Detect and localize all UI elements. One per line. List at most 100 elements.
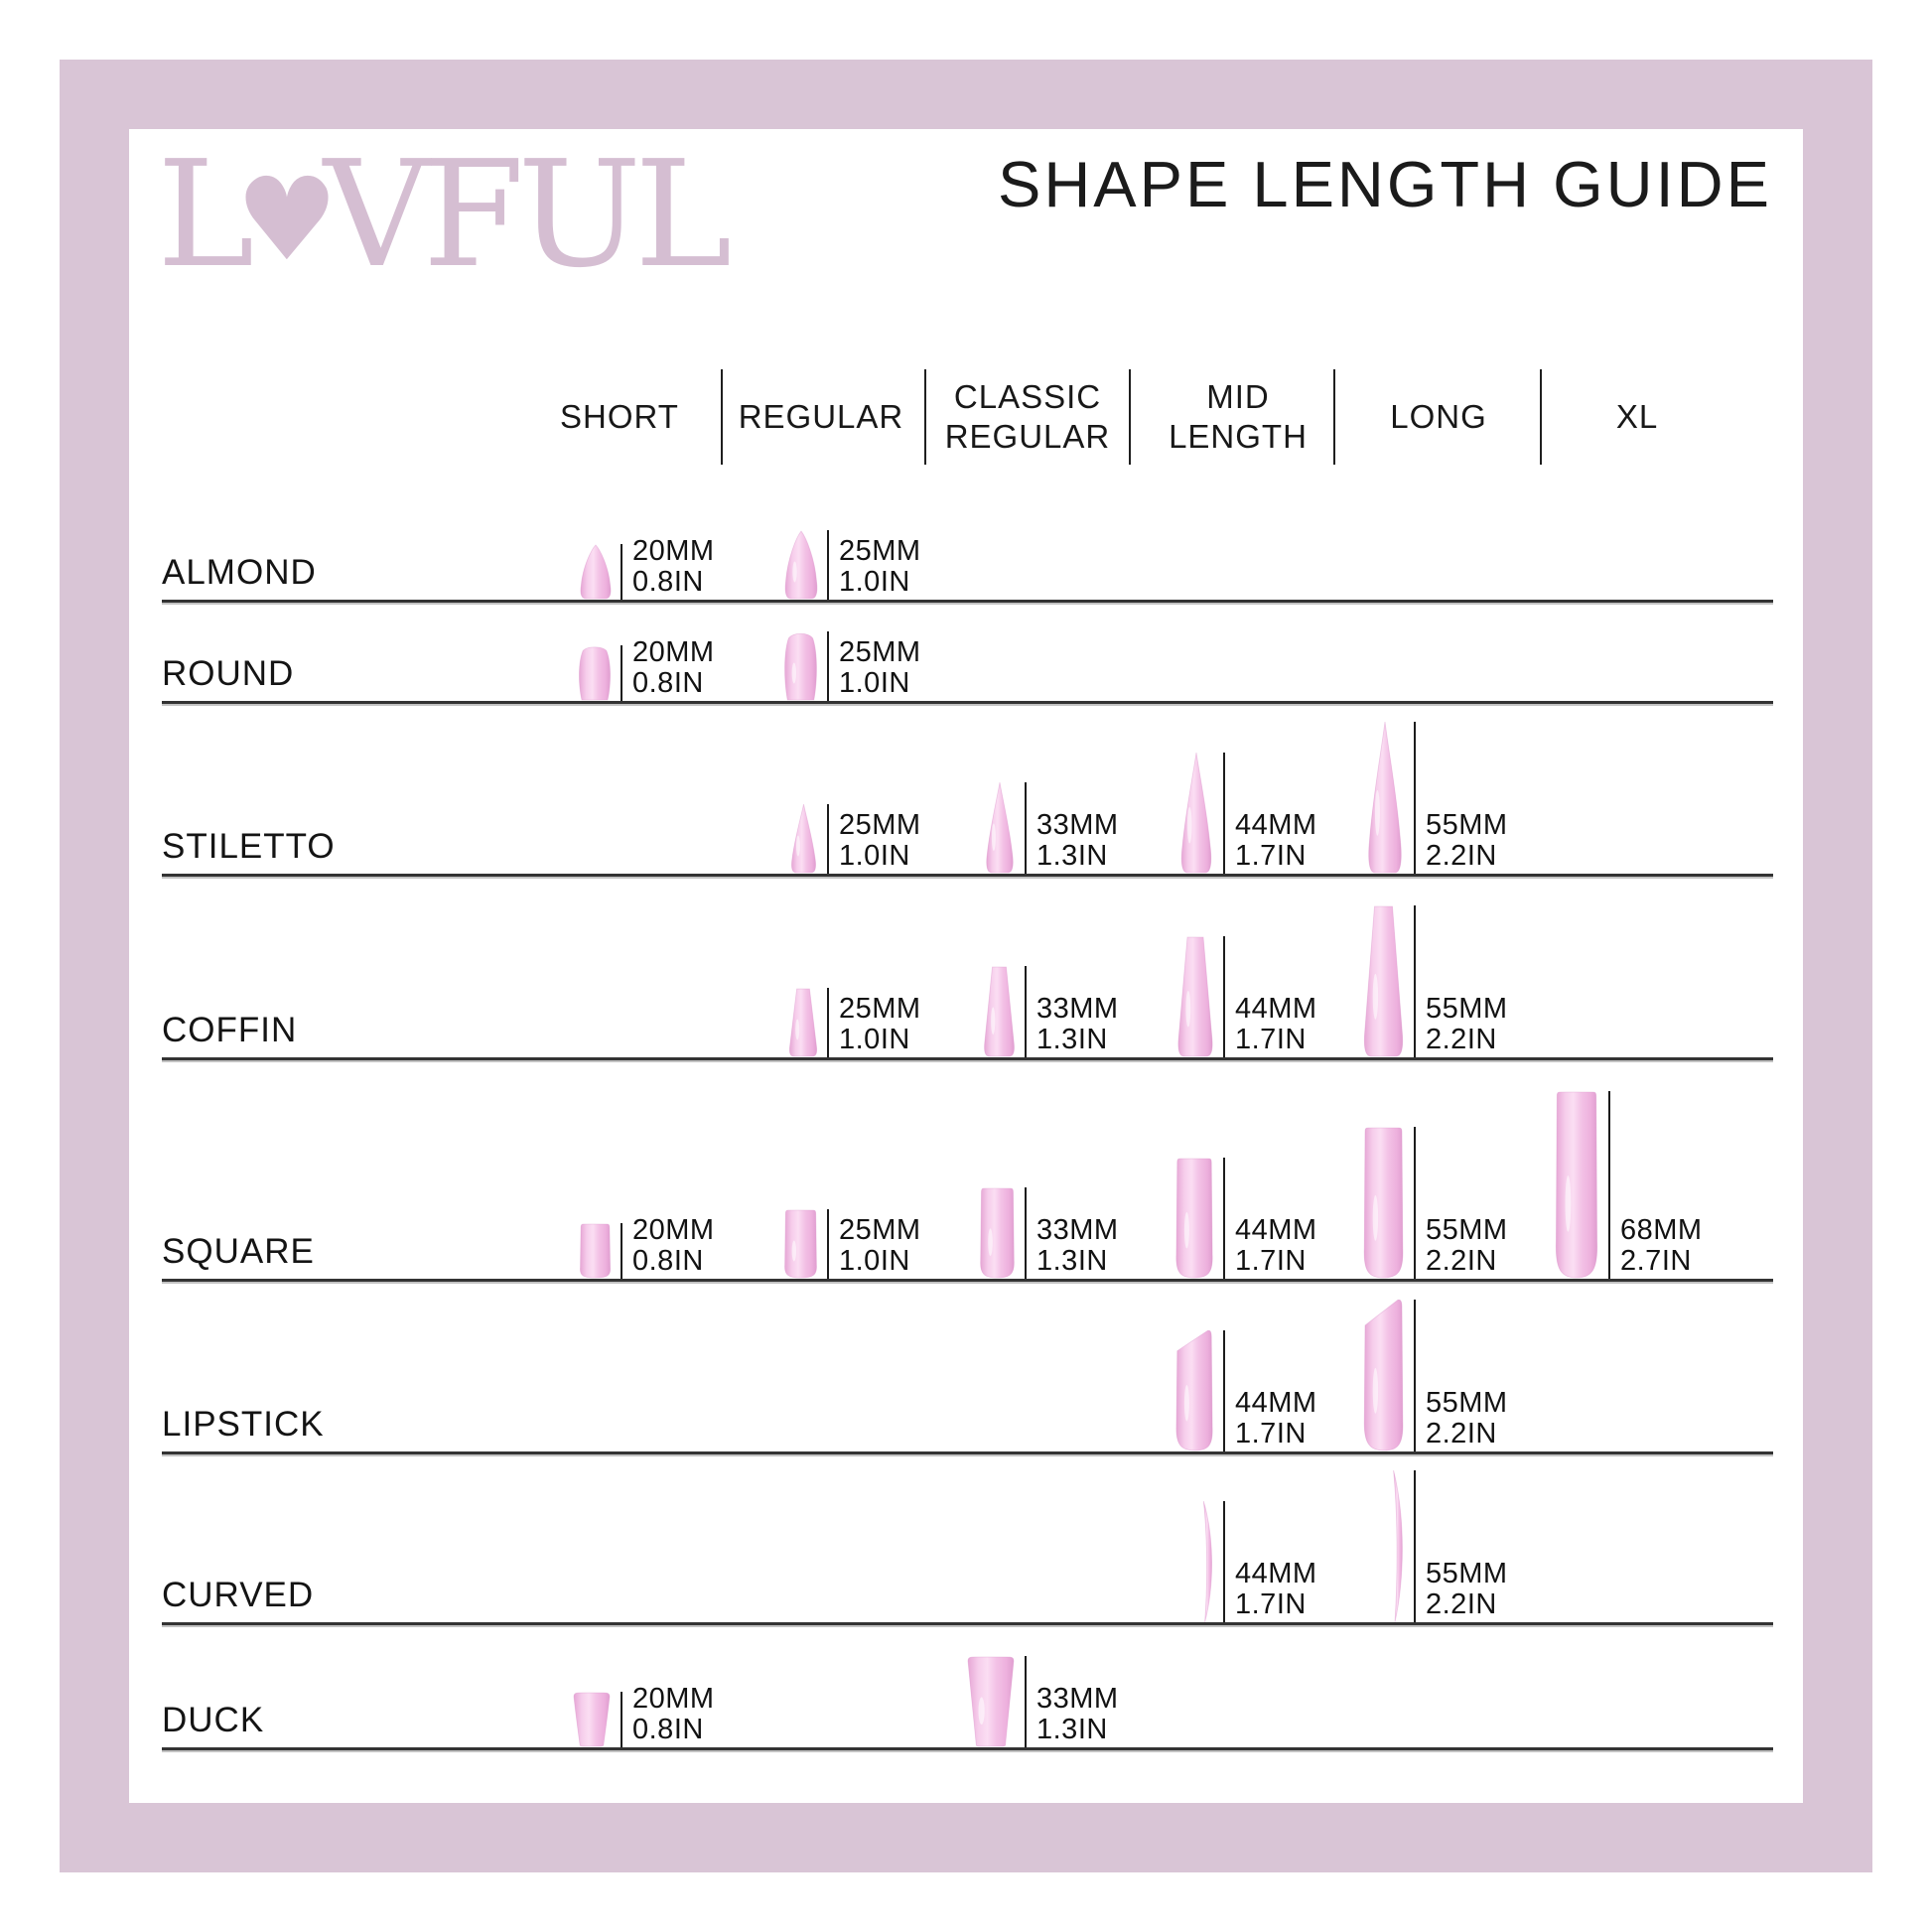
header-divider [1333, 369, 1335, 465]
in-value: 1.3IN [1036, 1024, 1108, 1055]
nail-round-short [579, 646, 611, 701]
column-header-text: CLASSIC [953, 378, 1102, 415]
row-label: ROUND [162, 654, 295, 693]
nail-curved-mid-length [1202, 1501, 1212, 1622]
mm-value: 55MM [1426, 993, 1508, 1025]
measurement-coffin-regular: 25MM 1.0IN [839, 994, 921, 1055]
in-value: 1.3IN [1036, 1245, 1108, 1277]
measurement-curved-long: 55MM 2.2IN [1426, 1559, 1508, 1620]
measure-line [827, 631, 829, 701]
column-header-text: SHORT [560, 398, 679, 435]
in-value: 1.0IN [839, 1245, 910, 1277]
mm-value: 20MM [632, 535, 715, 567]
nail-square-regular [784, 1209, 817, 1279]
mm-value: 25MM [839, 993, 921, 1025]
in-value: 0.8IN [632, 1245, 704, 1277]
in-value: 1.7IN [1235, 1418, 1307, 1449]
in-value: 2.7IN [1620, 1245, 1692, 1277]
row-rule [162, 701, 1773, 704]
mm-value: 55MM [1426, 1558, 1508, 1589]
nail-duck-short [573, 1692, 611, 1747]
mm-value: 68MM [1620, 1214, 1703, 1246]
measurement-square-short: 20MM 0.8IN [632, 1215, 715, 1277]
row-label: CURVED [162, 1576, 315, 1614]
measurement-lipstick-long: 55MM 2.2IN [1426, 1388, 1508, 1449]
column-header-text: MID [1206, 378, 1270, 415]
nail-almond-short [580, 544, 612, 600]
measurement-round-regular: 25MM 1.0IN [839, 637, 921, 699]
nail-square-mid-length [1175, 1158, 1213, 1279]
row-rule [162, 1057, 1773, 1060]
header-divider [1540, 369, 1542, 465]
row-rule [162, 1747, 1773, 1750]
mm-value: 44MM [1235, 809, 1317, 841]
nail-square-short [580, 1223, 612, 1279]
in-value: 1.0IN [839, 566, 910, 598]
poster-border-frame [60, 60, 1872, 1872]
measurement-square-classic-regular: 33MM 1.3IN [1036, 1215, 1119, 1277]
nail-square-long [1363, 1127, 1404, 1279]
measurement-duck-short: 20MM 0.8IN [632, 1684, 715, 1745]
measurement-stiletto-regular: 25MM 1.0IN [839, 810, 921, 872]
measurement-round-short: 20MM 0.8IN [632, 637, 715, 699]
nail-almond-regular [784, 530, 818, 600]
logo-letters-vful: VFUL [323, 129, 733, 300]
mm-value: 25MM [839, 1214, 921, 1246]
column-header-xl: XL [1518, 367, 1756, 467]
nail-coffin-mid-length [1177, 936, 1213, 1057]
in-value: 1.0IN [839, 840, 910, 872]
mm-value: 33MM [1036, 993, 1119, 1025]
measure-line [1025, 782, 1027, 874]
mm-value: 20MM [632, 1683, 715, 1715]
measure-line [621, 1692, 622, 1747]
header-divider [721, 369, 723, 465]
in-value: 0.8IN [632, 566, 704, 598]
nail-coffin-classic-regular [984, 966, 1015, 1057]
nail-lipstick-long [1363, 1300, 1404, 1451]
mm-value: 25MM [839, 809, 921, 841]
measure-line [1223, 1158, 1225, 1279]
in-value: 1.7IN [1235, 840, 1307, 872]
brand-logo: L♥VFUL [157, 115, 733, 324]
in-value: 1.7IN [1235, 1588, 1307, 1620]
measure-line [1025, 1656, 1027, 1747]
in-value: 2.2IN [1426, 840, 1497, 872]
measurement-coffin-mid-length: 44MM 1.7IN [1235, 994, 1317, 1055]
measure-line [1025, 966, 1027, 1057]
measure-line [1414, 905, 1416, 1057]
nail-stiletto-regular [791, 804, 816, 874]
measure-line [1025, 1187, 1027, 1279]
in-value: 2.2IN [1426, 1588, 1497, 1620]
measurement-stiletto-mid-length: 44MM 1.7IN [1235, 810, 1317, 872]
measure-line [1223, 936, 1225, 1057]
row-rule [162, 874, 1773, 877]
measure-line [827, 988, 829, 1057]
row-rule [162, 1622, 1773, 1625]
measure-line [827, 1209, 829, 1279]
nail-stiletto-long [1368, 722, 1402, 874]
mm-value: 25MM [839, 636, 921, 668]
measurement-stiletto-classic-regular: 33MM 1.3IN [1036, 810, 1119, 872]
measurement-coffin-classic-regular: 33MM 1.3IN [1036, 994, 1119, 1055]
column-header-text: LONG [1390, 398, 1487, 435]
measure-line [1608, 1091, 1610, 1279]
column-header-classic-regular: CLASSIC REGULAR [908, 367, 1147, 467]
nail-curved-long [1393, 1470, 1403, 1622]
row-label: STILETTO [162, 827, 336, 866]
measure-line [1223, 1501, 1225, 1622]
mm-value: 33MM [1036, 1214, 1119, 1246]
measurement-almond-short: 20MM 0.8IN [632, 536, 715, 598]
measure-line [1414, 1470, 1416, 1622]
measure-line [827, 530, 829, 600]
measurement-stiletto-long: 55MM 2.2IN [1426, 810, 1508, 872]
in-value: 1.0IN [839, 667, 910, 699]
measure-line [621, 645, 622, 701]
nail-square-classic-regular [980, 1187, 1015, 1279]
column-header-mid-length: MID LENGTH [1119, 367, 1357, 467]
measurement-coffin-long: 55MM 2.2IN [1426, 994, 1508, 1055]
mm-value: 44MM [1235, 993, 1317, 1025]
in-value: 2.2IN [1426, 1245, 1497, 1277]
nail-stiletto-mid-length [1180, 753, 1212, 874]
nail-coffin-long [1363, 905, 1404, 1057]
measure-line [1223, 1330, 1225, 1451]
